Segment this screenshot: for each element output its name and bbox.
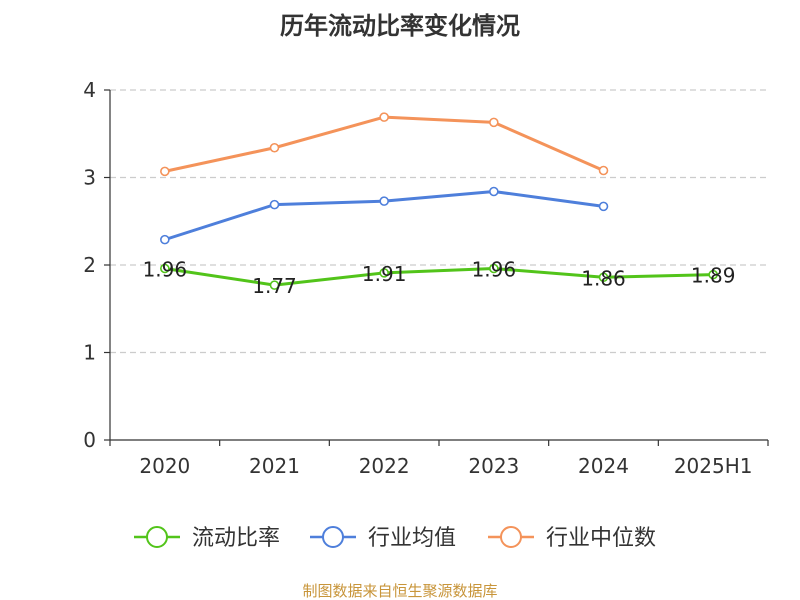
x-tick-label: 2021 [249,454,300,478]
data-label: 1.77 [252,274,297,298]
data-point [269,199,280,210]
legend-label: 行业均值 [368,526,456,551]
y-tick-label: 1 [83,341,96,365]
legend: 流动比率 行业均值 行业中位数 [134,526,656,551]
data-point [269,142,280,153]
data-point [160,166,170,177]
data-point [598,165,609,176]
x-tick-label: 2025H1 [674,454,753,478]
legend-item: 行业均值 [310,526,456,551]
legend-marker [500,526,522,548]
grid [110,89,768,354]
y-tick-label: 0 [83,428,96,452]
x-tick-label: 2023 [468,454,519,478]
series-line [164,267,714,287]
data-point [160,234,170,245]
legend-label: 流动比率 [192,526,280,551]
legend-marker [322,526,344,548]
series [160,112,718,290]
data-label: 1.89 [691,264,736,288]
data-label: 1.96 [472,258,517,282]
y-tick-label: 2 [83,253,96,277]
data-point [160,263,170,274]
x-tick-label: 2022 [359,454,410,478]
data-point [379,196,389,206]
series-行业均值 [160,186,609,245]
data-point [489,263,499,274]
series-line [164,115,605,173]
data-label: 1.91 [362,262,407,286]
legend-marker [146,526,168,548]
data-label: 1.86 [581,266,626,290]
data-point [598,272,609,283]
data-point [269,280,280,290]
y-tick-label: 3 [83,166,96,190]
data-point [489,117,499,128]
data-point [489,186,499,197]
data-point [379,112,389,122]
data-labels: 1.96 1.77 1.91 1.96 1.86 1.89 [143,258,736,299]
x-tick-label: 2020 [139,454,190,478]
legend-item: 流动比率 [134,526,280,551]
data-label: 1.96 [143,258,188,282]
legend-item: 行业中位数 [488,526,656,551]
source-note: 制图数据来自恒生聚源数据库 [302,582,497,600]
legend-label: 行业中位数 [546,526,656,551]
series-流动比率 [160,263,718,290]
series-行业中位数 [160,112,609,177]
y-tick-label: 4 [83,78,96,102]
data-point [598,201,609,212]
data-point [708,269,718,280]
chart-title: 历年流动比率变化情况 [280,12,520,40]
axes: 0 1 2 3 4 2020 2021 2022 2023 2024 2025H1 [83,78,769,478]
x-tick-label: 2024 [578,454,629,478]
data-point [379,268,389,278]
